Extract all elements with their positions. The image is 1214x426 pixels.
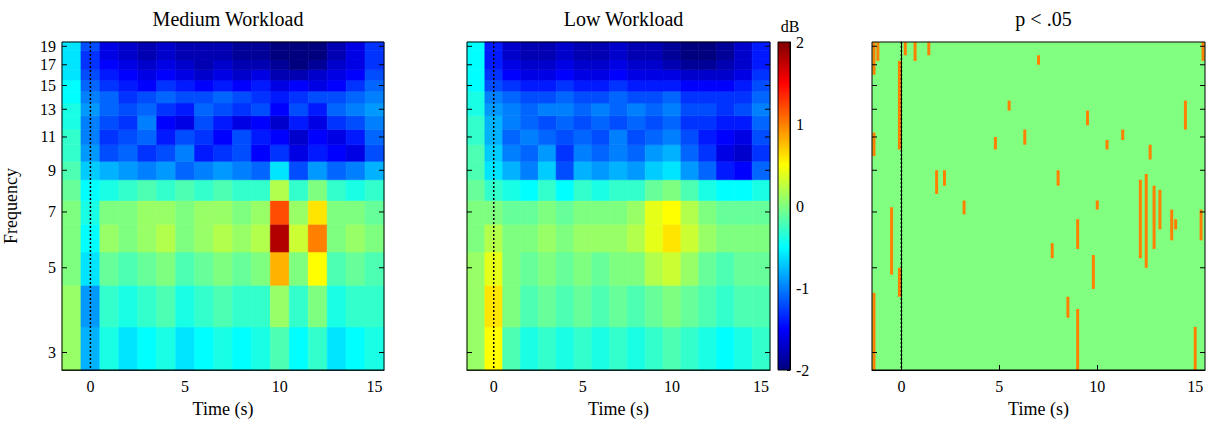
svg-text:Low Workload: Low Workload [564, 8, 684, 30]
svg-text:Time (s): Time (s) [1008, 399, 1069, 420]
svg-text:dB: dB [781, 18, 800, 35]
svg-text:5: 5 [995, 378, 1003, 395]
svg-text:15: 15 [367, 378, 383, 395]
svg-text:Time (s): Time (s) [588, 399, 649, 420]
svg-text:5: 5 [181, 378, 189, 395]
svg-text:13: 13 [40, 101, 56, 118]
svg-text:10: 10 [272, 378, 288, 395]
svg-text:9: 9 [48, 162, 56, 179]
svg-text:3: 3 [48, 344, 56, 361]
svg-text:11: 11 [41, 128, 56, 145]
svg-text:Medium Workload: Medium Workload [153, 8, 304, 30]
svg-text:1: 1 [796, 116, 804, 133]
svg-text:p < .05: p < .05 [1015, 8, 1071, 31]
svg-text:5: 5 [48, 259, 56, 276]
svg-text:15: 15 [40, 77, 56, 94]
svg-text:15: 15 [753, 378, 769, 395]
svg-text:0: 0 [897, 378, 905, 395]
svg-text:19: 19 [40, 38, 56, 55]
svg-text:Frequency: Frequency [1, 168, 21, 244]
svg-text:7: 7 [48, 203, 56, 220]
svg-text:0: 0 [86, 378, 94, 395]
svg-text:0: 0 [796, 198, 804, 215]
svg-text:10: 10 [664, 378, 680, 395]
svg-text:-2: -2 [796, 362, 809, 379]
svg-text:17: 17 [40, 56, 56, 73]
svg-text:-1: -1 [796, 280, 809, 297]
svg-text:10: 10 [1089, 378, 1105, 395]
svg-text:Time (s): Time (s) [193, 399, 254, 420]
svg-text:0: 0 [490, 378, 498, 395]
svg-text:5: 5 [579, 378, 587, 395]
svg-text:15: 15 [1187, 378, 1203, 395]
svg-text:2: 2 [796, 34, 804, 51]
